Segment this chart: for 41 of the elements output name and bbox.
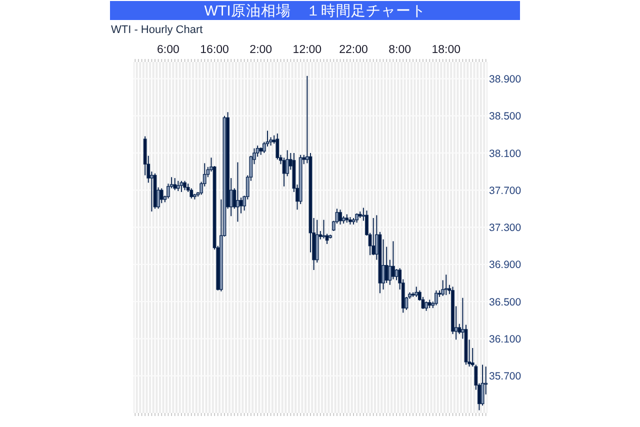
y-tick-label: 38.100 (489, 148, 522, 160)
candlestick (480, 364, 484, 406)
y-tick-label: 36.100 (489, 334, 522, 346)
chart-title: WTI原油相場 １時間足チャート (204, 2, 426, 20)
candlestick (282, 157, 286, 187)
candlestick (276, 133, 280, 160)
candlestick (160, 188, 164, 204)
y-tick-label: 37.300 (489, 222, 522, 234)
candlestick (384, 246, 388, 284)
candlestick (372, 218, 376, 256)
candlestick (434, 290, 438, 306)
chart-subtitle: WTI - Hourly Chart (111, 24, 203, 36)
candlestick (239, 197, 243, 214)
candlestick (322, 219, 326, 239)
candlestick (392, 240, 395, 280)
candlestick (414, 286, 418, 298)
candlestick (424, 301, 428, 312)
candlestick (444, 274, 448, 296)
x-tick-label: 18:00 (432, 44, 461, 56)
x-tick-label: 16:00 (200, 44, 229, 56)
x-tick-label: 12:00 (292, 44, 322, 56)
candlestick (382, 238, 385, 290)
x-tick-label: 22:00 (339, 44, 368, 56)
y-tick-label: 36.900 (489, 259, 522, 272)
candlestick (394, 268, 398, 281)
candlestick (180, 180, 184, 192)
x-tick-label: 6:00 (157, 44, 180, 56)
y-tick-label: 38.500 (489, 110, 522, 123)
y-tick-label: 37.700 (489, 184, 522, 197)
candlestick (338, 209, 342, 225)
candlestick (190, 188, 194, 199)
y-tick-label: 38.900 (489, 74, 522, 86)
candlestick (183, 180, 186, 191)
candlestick (173, 178, 177, 191)
x-tick-label: 2:00 (250, 44, 272, 56)
y-tick-label: 36.500 (489, 296, 522, 308)
candlestick (176, 180, 180, 192)
y-tick-label: 35.700 (489, 370, 522, 383)
candlestick (236, 162, 240, 222)
x-tick-label: 8:00 (388, 44, 412, 56)
candlestick (355, 212, 358, 224)
